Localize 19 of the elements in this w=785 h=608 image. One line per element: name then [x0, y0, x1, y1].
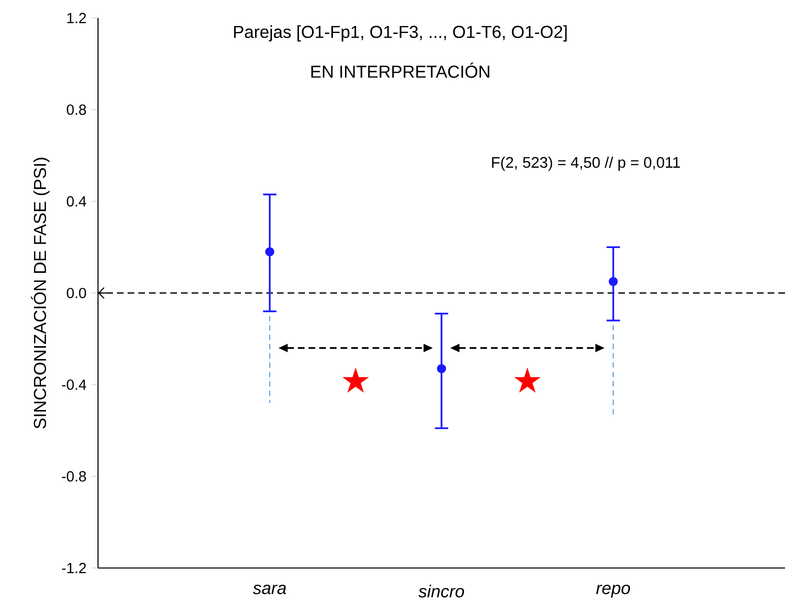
y-tick-label: 0.0 [66, 288, 86, 298]
y-tick-label: -1.2 [62, 562, 86, 574]
point [436, 364, 446, 374]
annotation: ★ [342, 367, 369, 393]
y-axis-title: SINCRONIZACIÓN DE FASE (PSI) [30, 158, 50, 428]
text: EN INTERPRETACIÓN [311, 62, 490, 78]
point [608, 277, 618, 286]
annotation: ★ [514, 367, 541, 393]
x-tick-label: sara [252, 584, 286, 594]
chart-title: Parejas [O1-Fp1, O1-F3, ..., O1-T6, O1-O2] [234, 25, 567, 42]
point [265, 247, 274, 256]
x-tick-label: repo [596, 584, 630, 598]
y-tick-label: -0.8 [62, 471, 86, 482]
y-tick-label: 0.8 [66, 104, 86, 115]
x-tick-label: sincro [418, 584, 464, 598]
y-tick-label: -0.4 [62, 379, 86, 390]
annotation: F(2, 523) = 4,50 // p = 0,011 [492, 156, 680, 171]
y-tick-label: 0.4 [66, 196, 86, 207]
y-tick-label: 1.2 [67, 12, 86, 24]
